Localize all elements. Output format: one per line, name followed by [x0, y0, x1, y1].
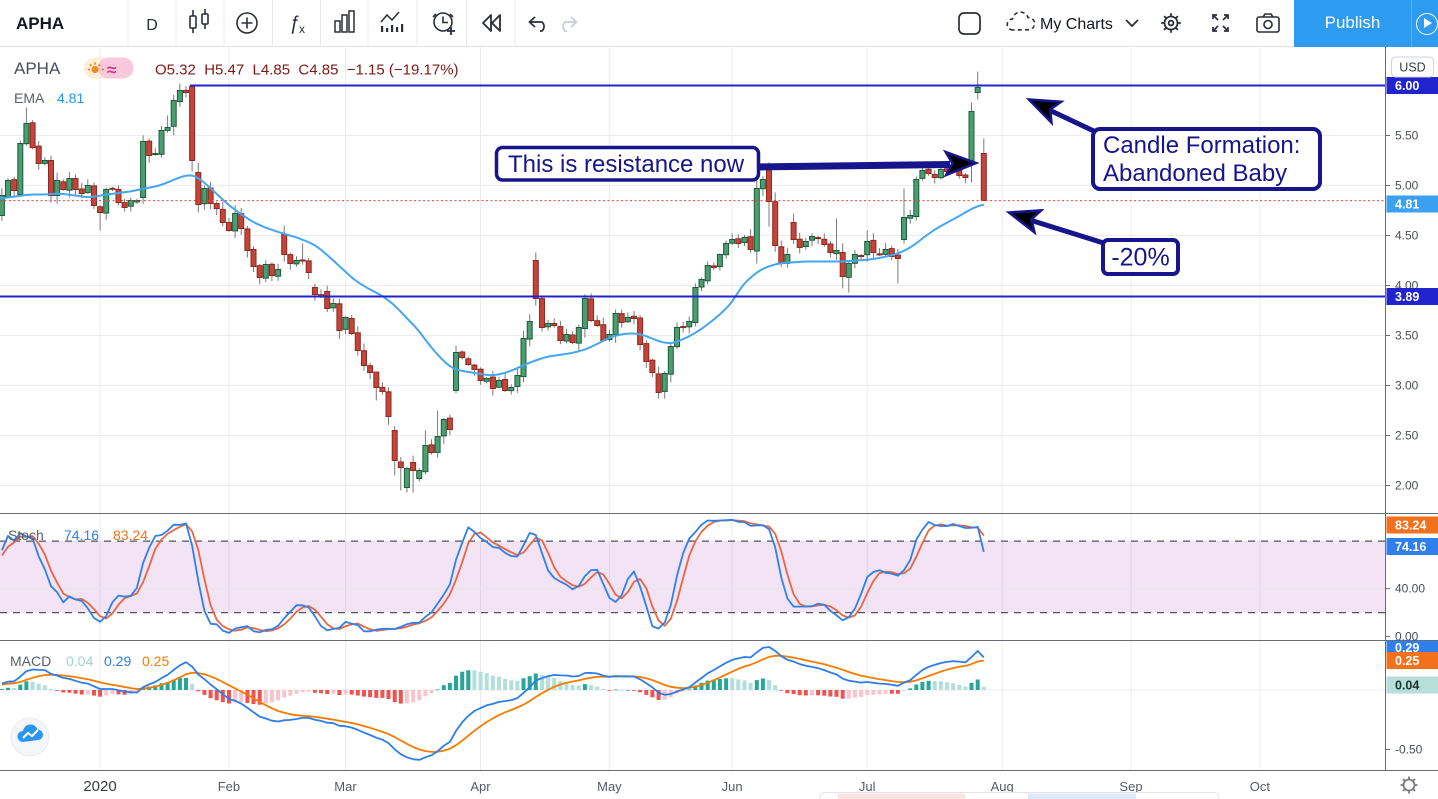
svg-text:This is resistance now: This is resistance now — [508, 151, 745, 178]
svg-text:40.00: 40.00 — [1395, 582, 1425, 596]
svg-text:83.24: 83.24 — [1395, 519, 1426, 533]
svg-text:Abandoned Baby: Abandoned Baby — [1103, 160, 1287, 187]
svg-text:74.16: 74.16 — [1395, 540, 1426, 554]
svg-text:Apr: Apr — [470, 779, 491, 794]
svg-text:-0.50: -0.50 — [1395, 743, 1423, 757]
svg-text:My Charts: My Charts — [1040, 16, 1113, 33]
svg-text:-20%: -20% — [1111, 244, 1169, 272]
svg-text:MACD: MACD — [10, 653, 51, 669]
svg-text:0.25: 0.25 — [1395, 654, 1419, 668]
svg-text:Candle Formation:: Candle Formation: — [1103, 132, 1300, 159]
svg-text:Mar: Mar — [334, 779, 357, 794]
svg-text:D: D — [146, 17, 158, 34]
svg-text:Stoch: Stoch — [8, 527, 44, 543]
svg-text:83.24: 83.24 — [113, 527, 148, 543]
svg-text:APHA: APHA — [14, 59, 61, 78]
svg-text:2.50: 2.50 — [1395, 429, 1419, 443]
svg-text:0.04: 0.04 — [66, 653, 93, 669]
svg-text:EMA: EMA — [14, 90, 45, 106]
svg-text:2020: 2020 — [83, 778, 116, 795]
svg-text:4.81: 4.81 — [57, 90, 84, 106]
svg-text:4.50: 4.50 — [1395, 229, 1419, 243]
svg-text:0.29: 0.29 — [104, 653, 131, 669]
svg-text:0.29: 0.29 — [1395, 641, 1419, 655]
svg-text:Aug: Aug — [991, 779, 1014, 794]
svg-text:USD: USD — [1399, 61, 1425, 75]
svg-text:74.16: 74.16 — [64, 527, 99, 543]
svg-text:0.04: 0.04 — [1395, 679, 1419, 693]
svg-text:3.89: 3.89 — [1395, 290, 1419, 304]
svg-text:Feb: Feb — [218, 779, 240, 794]
svg-text:4.81: 4.81 — [1395, 198, 1419, 212]
svg-text:Jun: Jun — [722, 779, 743, 794]
svg-text:x: x — [299, 22, 305, 36]
svg-text:5.00: 5.00 — [1395, 179, 1419, 193]
svg-text:May: May — [597, 779, 622, 794]
svg-text:0.00: 0.00 — [1395, 629, 1419, 643]
svg-text:Oct: Oct — [1250, 779, 1271, 794]
svg-text:Sep: Sep — [1119, 779, 1142, 794]
svg-text:O5.32 H5.47 L4.85 C4.85 −1: O5.32 H5.47 L4.85 C4.85 −1.15 (−19.17%) — [155, 62, 459, 79]
svg-text:0.25: 0.25 — [142, 653, 169, 669]
svg-text:6.00: 6.00 — [1395, 79, 1419, 93]
svg-text:Jul: Jul — [859, 779, 876, 794]
svg-text:≈: ≈ — [107, 61, 116, 80]
svg-text:APHA: APHA — [16, 14, 64, 33]
svg-text:ƒ: ƒ — [289, 13, 300, 34]
svg-text:2.00: 2.00 — [1395, 479, 1419, 493]
svg-text:3.50: 3.50 — [1395, 329, 1419, 343]
svg-text:3.00: 3.00 — [1395, 379, 1419, 393]
svg-text:5.50: 5.50 — [1395, 129, 1419, 143]
